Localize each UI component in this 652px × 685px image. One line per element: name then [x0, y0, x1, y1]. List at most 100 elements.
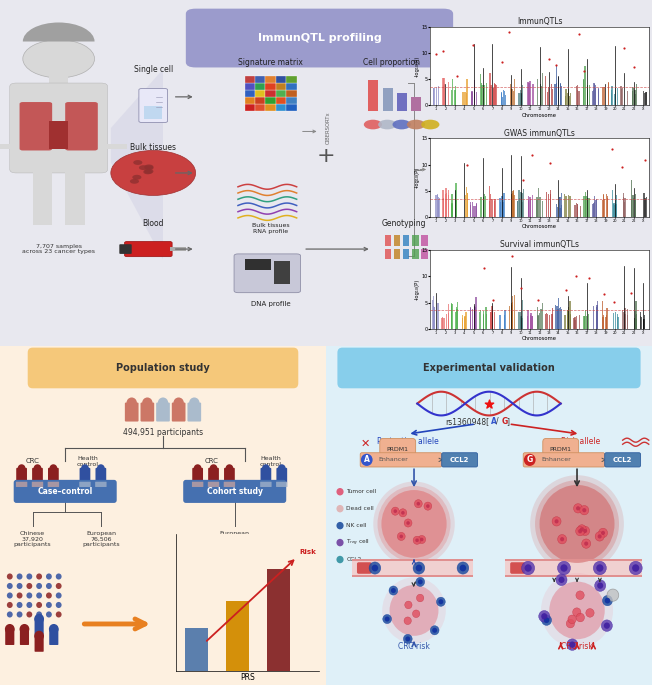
Bar — [470, 307, 471, 329]
Bar — [569, 197, 570, 217]
Circle shape — [389, 586, 398, 595]
Text: CIBERSORTx: CIBERSORTx — [325, 112, 331, 145]
Bar — [244, 90, 255, 97]
FancyBboxPatch shape — [188, 403, 201, 421]
Bar — [530, 199, 531, 217]
Bar — [557, 298, 559, 329]
Text: ]: ] — [507, 416, 510, 425]
FancyBboxPatch shape — [511, 562, 525, 574]
Bar — [255, 83, 265, 90]
Bar — [521, 93, 522, 105]
FancyBboxPatch shape — [276, 468, 287, 482]
Bar — [547, 92, 548, 105]
Bar — [471, 92, 473, 105]
Circle shape — [557, 561, 570, 575]
Bar — [514, 79, 515, 105]
Text: Blood: Blood — [143, 219, 164, 227]
Circle shape — [407, 120, 425, 129]
Bar — [352, 559, 473, 562]
Circle shape — [604, 623, 610, 629]
FancyBboxPatch shape — [141, 403, 154, 421]
Bar — [569, 96, 570, 105]
Bar — [527, 196, 529, 217]
Bar — [494, 199, 495, 217]
Bar — [614, 94, 615, 105]
Bar — [644, 319, 645, 329]
Circle shape — [391, 588, 396, 593]
Circle shape — [5, 624, 14, 634]
Text: Cell proportion: Cell proportion — [363, 58, 420, 66]
Bar — [437, 303, 438, 329]
Bar — [244, 83, 255, 90]
Bar — [617, 88, 618, 105]
Point — [570, 271, 581, 282]
Bar — [505, 95, 506, 105]
Circle shape — [598, 534, 602, 538]
Text: +: + — [317, 146, 335, 166]
Text: ✕: ✕ — [361, 439, 370, 449]
Bar — [465, 195, 466, 217]
Circle shape — [56, 602, 61, 608]
Bar — [556, 204, 557, 217]
FancyBboxPatch shape — [605, 453, 640, 467]
Circle shape — [111, 151, 196, 195]
Bar — [503, 90, 504, 105]
Bar — [500, 314, 501, 329]
FancyBboxPatch shape — [183, 480, 286, 503]
Bar — [403, 249, 409, 260]
Text: Dead cell: Dead cell — [346, 506, 374, 511]
Bar — [33, 162, 52, 225]
FancyBboxPatch shape — [224, 482, 235, 487]
Bar — [397, 93, 407, 111]
FancyBboxPatch shape — [32, 482, 43, 487]
Bar — [577, 205, 578, 217]
Bar — [622, 310, 623, 329]
FancyBboxPatch shape — [95, 482, 106, 487]
Circle shape — [557, 534, 567, 544]
FancyBboxPatch shape — [276, 482, 288, 487]
Bar — [451, 306, 452, 329]
FancyBboxPatch shape — [119, 245, 132, 254]
Text: CRC risk: CRC risk — [561, 642, 593, 651]
Bar — [98, 144, 127, 149]
Text: A: A — [491, 416, 497, 425]
Bar — [561, 193, 563, 217]
FancyBboxPatch shape — [80, 482, 91, 487]
Bar — [286, 76, 297, 83]
Circle shape — [194, 464, 201, 473]
Circle shape — [421, 120, 439, 129]
Point — [584, 272, 594, 283]
FancyBboxPatch shape — [20, 102, 52, 151]
Circle shape — [56, 573, 61, 580]
Bar — [267, 569, 289, 671]
Bar — [403, 235, 409, 246]
Bar — [583, 80, 584, 105]
Circle shape — [397, 532, 405, 540]
Bar — [499, 198, 501, 217]
Bar — [595, 200, 597, 217]
FancyBboxPatch shape — [186, 9, 453, 67]
Bar — [557, 309, 559, 329]
Circle shape — [20, 624, 29, 634]
Bar — [466, 188, 467, 217]
Bar — [529, 83, 530, 105]
Bar — [633, 88, 634, 105]
Circle shape — [530, 475, 624, 573]
Bar — [568, 92, 569, 105]
Bar — [474, 89, 475, 105]
Title: ImmunQTLs: ImmunQTLs — [517, 17, 562, 26]
Circle shape — [539, 610, 550, 622]
Point — [545, 158, 556, 169]
Point — [629, 61, 640, 72]
Bar — [490, 312, 492, 329]
Bar — [517, 201, 518, 217]
Bar — [512, 296, 513, 329]
Bar — [528, 201, 529, 217]
Bar — [611, 93, 612, 105]
Bar — [580, 206, 582, 217]
Bar — [467, 193, 468, 217]
Bar — [514, 295, 515, 329]
Bar — [603, 194, 604, 217]
Bar — [542, 73, 543, 105]
Bar — [493, 88, 494, 105]
